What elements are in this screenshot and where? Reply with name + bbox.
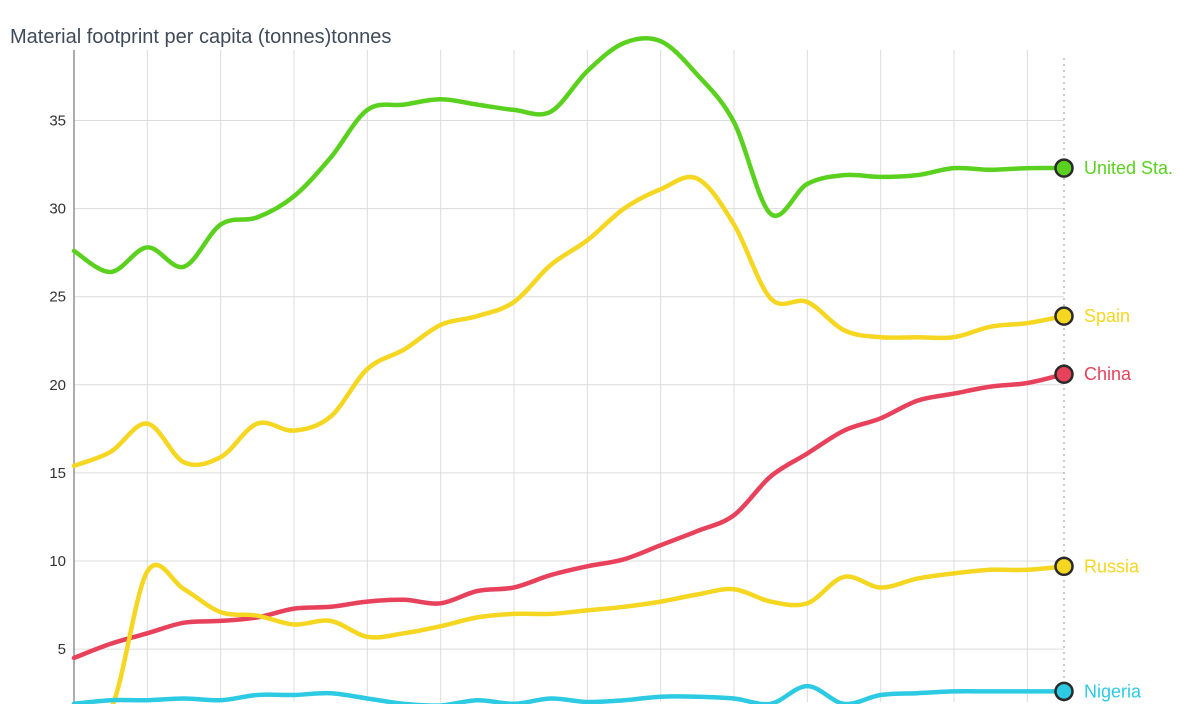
gridlines [74, 50, 1065, 702]
y-tick-label: 20 [49, 377, 66, 394]
series-label-russia: Russia [1084, 556, 1140, 576]
series-label-nigeria: Nigeria [1084, 681, 1142, 701]
y-tick-label: 5 [58, 641, 66, 658]
end-marker-spain[interactable] [1054, 306, 1074, 326]
end-marker-russia[interactable] [1054, 556, 1074, 577]
series-line-china [71, 371, 1067, 661]
end-markers: United Sta. Spain China Russia Nigeria [1054, 158, 1173, 702]
series-label-united-sta: United Sta. [1084, 158, 1173, 178]
series-line-russia [71, 562, 1067, 704]
series-line-nigeria [71, 683, 1067, 704]
y-tick-label: 35 [49, 112, 66, 129]
end-marker-nigeria[interactable] [1054, 681, 1074, 702]
series-line-united-sta [71, 35, 1067, 275]
y-tick-label: 30 [49, 201, 66, 218]
series-label-china: China [1084, 364, 1132, 384]
series-label-spain: Spain [1084, 306, 1130, 326]
y-tick-label: 10 [49, 553, 66, 570]
y-tick-label: 25 [49, 289, 66, 306]
chart-title: Material footprint per capita (tonnes)to… [10, 26, 391, 48]
end-marker-united-sta[interactable] [1054, 158, 1074, 178]
y-axis: 5 10 15 20 25 30 35 [49, 50, 75, 704]
series-lines [71, 35, 1067, 704]
series-line-spain [71, 174, 1067, 469]
end-marker-china[interactable] [1054, 364, 1074, 384]
y-tick-label: 15 [49, 465, 66, 482]
